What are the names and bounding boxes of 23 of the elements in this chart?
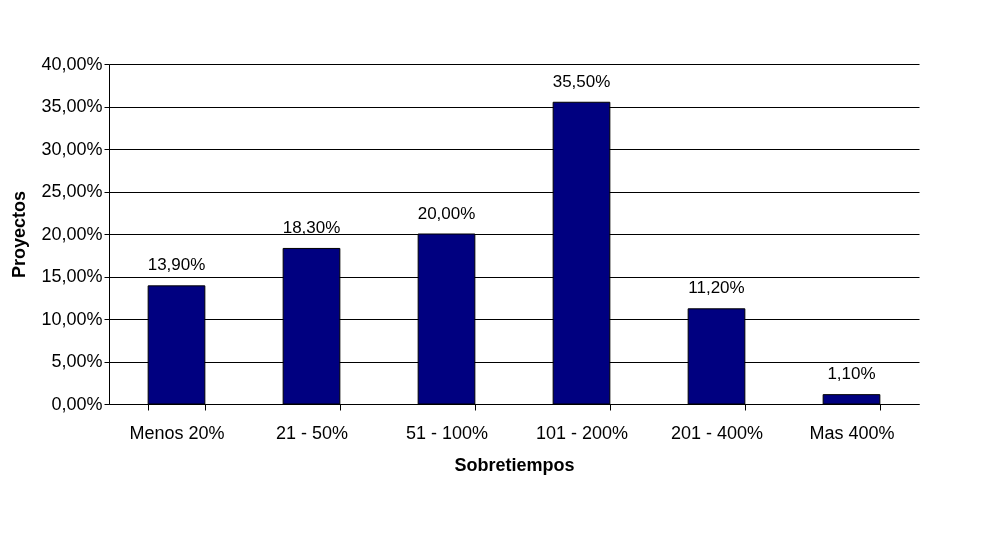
x-tick-label: 101 - 200% — [535, 422, 629, 443]
x-tick-label: Mas 400% — [809, 422, 895, 443]
x-tick-label: 21 - 50% — [275, 422, 349, 443]
y-tick-label: 10,00% — [41, 308, 103, 329]
data-label: 18,30% — [282, 217, 341, 237]
y-tick-label: 35,00% — [41, 96, 103, 116]
data-label: 13,90% — [147, 255, 206, 275]
y-tick-label: 30,00% — [41, 138, 103, 159]
y-tick-label: 5,00% — [51, 351, 103, 371]
x-tick-label: 51 - 100% — [405, 422, 489, 443]
y-tick-label: 15,00% — [41, 266, 103, 286]
y-axis-title: Proyectos — [9, 190, 30, 279]
y-tick-label: 0,00% — [51, 393, 103, 414]
data-label: 11,20% — [688, 278, 745, 298]
y-tick-label: 25,00% — [41, 181, 103, 201]
x-axis-title: Sobretiempos — [454, 454, 575, 475]
y-tick-label: 40,00% — [41, 53, 103, 74]
x-tick-label: Menos 20% — [129, 422, 225, 443]
y-tick-label: 20,00% — [41, 223, 103, 244]
data-label: 1,10% — [827, 364, 876, 384]
x-tick-label: 201 - 400% — [670, 422, 764, 443]
data-label: 20,00% — [417, 203, 476, 223]
data-label: 35,50% — [552, 71, 611, 91]
